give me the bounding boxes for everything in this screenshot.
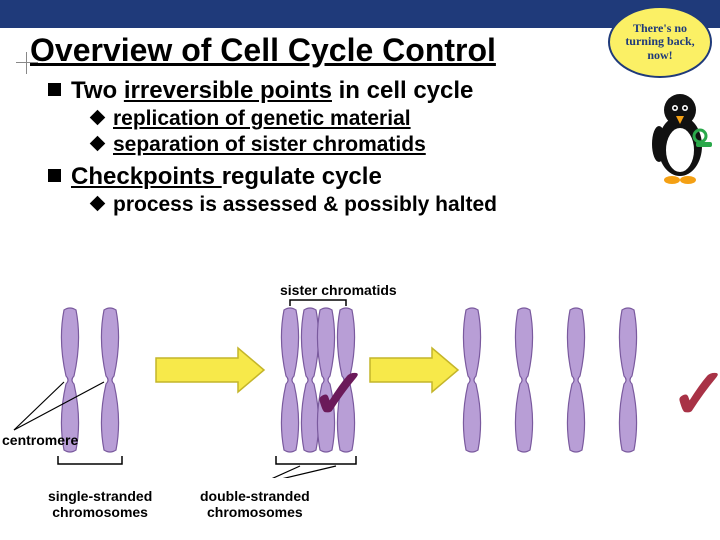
bullet-2: Checkpoints regulate cycle <box>48 163 720 191</box>
speech-bubble: There's no turning back, now! <box>608 6 712 78</box>
svg-text:✓: ✓ <box>670 355 720 433</box>
sub-bullet-2a: process is assessed & possibly halted <box>48 193 720 217</box>
chromosome-diagram: ✓✓ <box>0 298 720 478</box>
square-bullet-icon <box>48 169 61 182</box>
sister-chromatids-label: sister chromatids <box>280 282 397 298</box>
diamond-bullet-icon <box>90 196 106 212</box>
bullet-list: Two irreversible points in cell cycle re… <box>0 69 720 217</box>
centromere-label: centromere <box>2 432 78 448</box>
svg-text:✓: ✓ <box>310 355 369 433</box>
crosshair-icon <box>16 52 38 74</box>
sub-bullet-1a: replication of genetic material <box>48 107 720 131</box>
penguin-icon <box>644 86 716 186</box>
double-stranded-label: double-strandedchromosomes <box>200 488 310 520</box>
top-bar <box>0 0 720 28</box>
diamond-bullet-icon <box>90 136 106 152</box>
bullet-1: Two irreversible points in cell cycle <box>48 77 720 105</box>
single-stranded-label: single-strandedchromosomes <box>48 488 152 520</box>
sub-bullet-1b: separation of sister chromatids <box>48 133 720 157</box>
square-bullet-icon <box>48 83 61 96</box>
speech-text: There's no turning back, now! <box>616 22 704 62</box>
diamond-bullet-icon <box>90 110 106 126</box>
